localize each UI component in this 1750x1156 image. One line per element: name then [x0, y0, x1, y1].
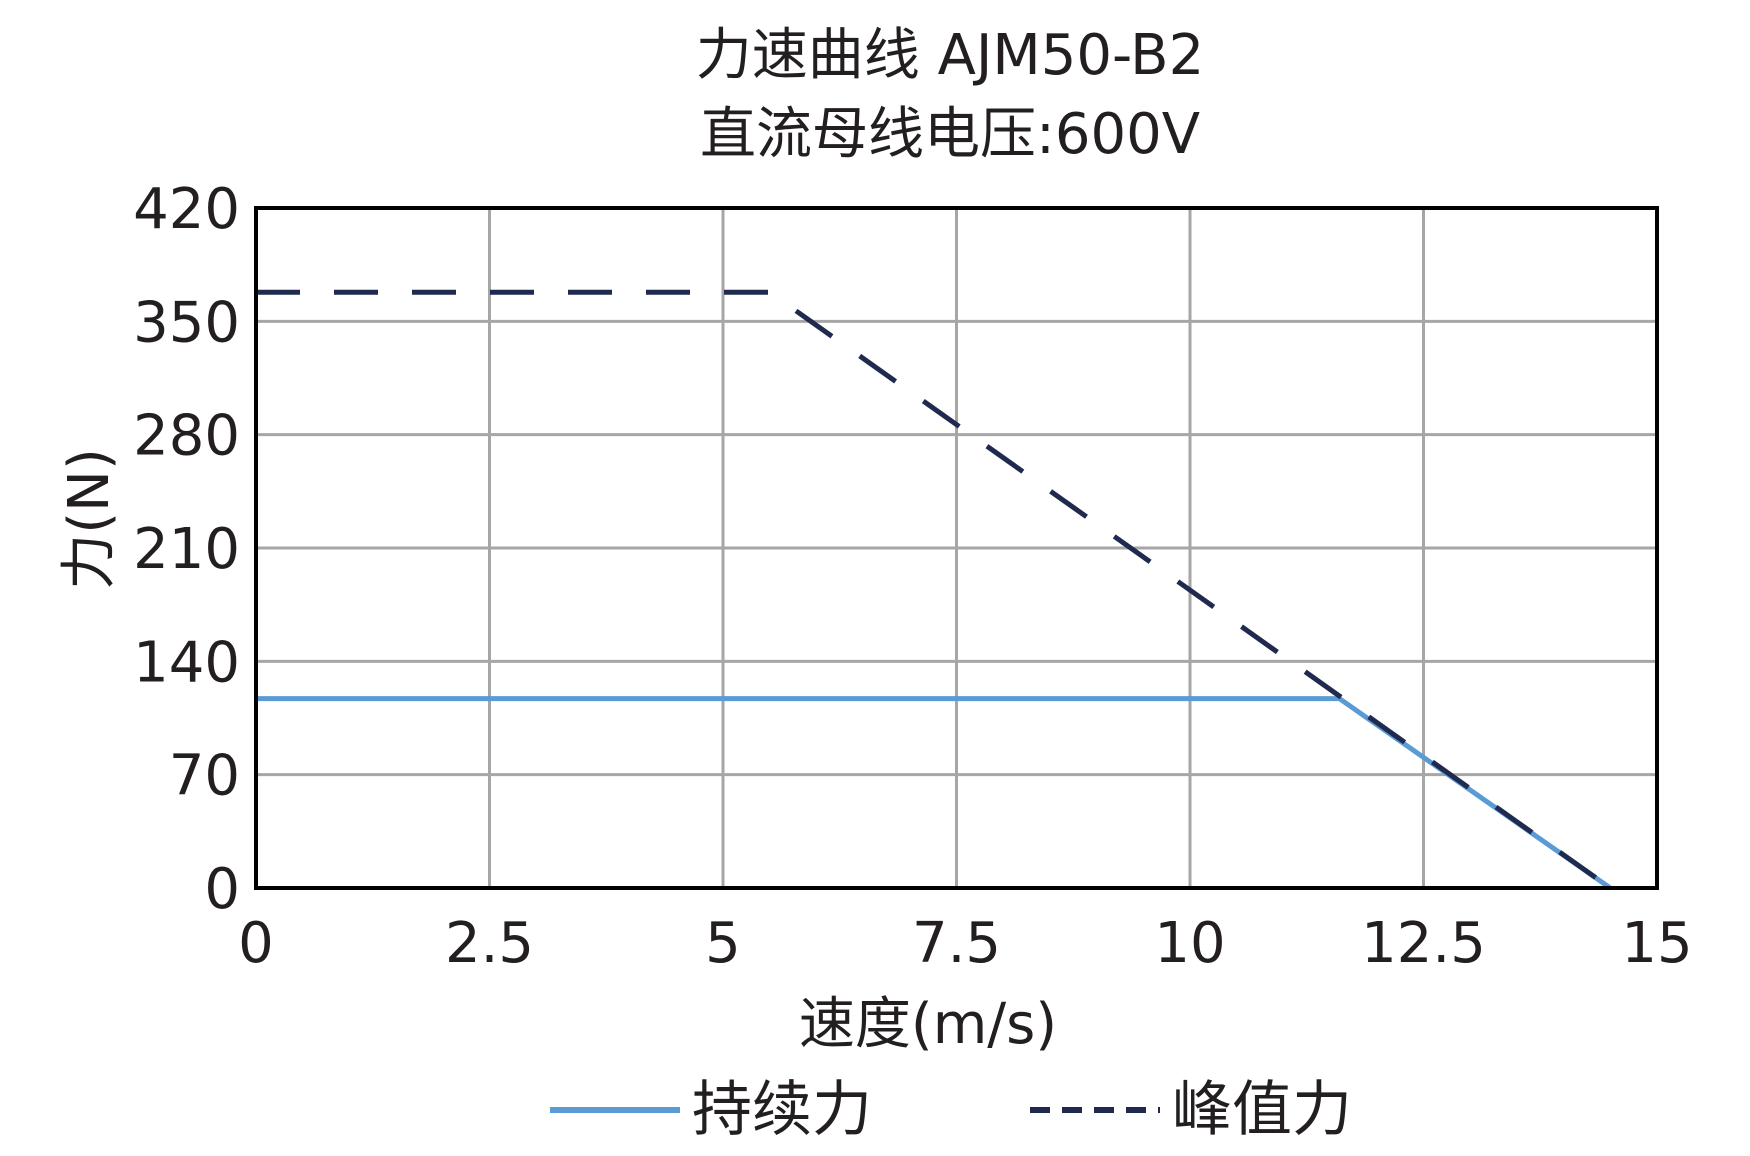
y-tick-label: 280	[133, 404, 240, 469]
y-tick-label: 350	[133, 290, 240, 355]
y-tick-label: 420	[133, 177, 240, 242]
series-line-peak-force	[256, 289, 1612, 891]
x-tick-label: 5	[705, 911, 741, 976]
series-lines	[256, 289, 1612, 891]
legend-label-peak-force: 峰值力	[1172, 1075, 1352, 1145]
y-tick-label: 0	[204, 857, 240, 922]
x-tick-label: 0	[238, 911, 274, 976]
chart-title: 力速曲线 AJM50-B2	[696, 23, 1204, 88]
legend: 持续力 峰值力	[550, 1075, 1352, 1145]
y-tick-label: 70	[169, 744, 240, 809]
y-tick-label: 140	[133, 630, 240, 695]
series-line-continuous-force	[256, 696, 1612, 891]
y-tick-labels: 0 70 140 210 280 350 420	[133, 177, 240, 922]
x-tick-label: 7.5	[912, 911, 1001, 976]
x-tick-label: 10	[1154, 911, 1225, 976]
chart-subtitle: 直流母线电压:600V	[700, 102, 1200, 167]
plot-frame	[254, 206, 1659, 890]
x-tick-label: 12.5	[1361, 911, 1486, 976]
x-tick-label: 15	[1621, 911, 1692, 976]
y-axis-label: 力(N)	[57, 448, 122, 590]
legend-label-continuous-force: 持续力	[692, 1075, 872, 1145]
grid	[256, 208, 1657, 888]
x-tick-label: 2.5	[445, 911, 534, 976]
y-tick-label: 210	[133, 517, 240, 582]
x-tick-labels: 0 2.5 5 7.5 10 12.5 15	[238, 911, 1692, 976]
x-axis-label: 速度(m/s)	[799, 992, 1057, 1057]
